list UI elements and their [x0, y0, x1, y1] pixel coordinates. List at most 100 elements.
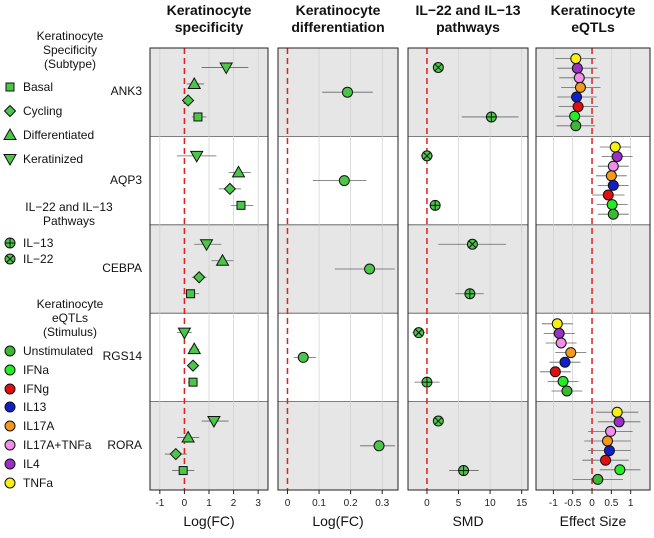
point-ank3-ifna: [569, 110, 581, 122]
x-axis-label: Log(FC): [312, 513, 363, 529]
point-rgs14-il13: [559, 356, 571, 368]
legend-marker-shape-glyph: [6, 255, 14, 263]
point-rora-ifng: [600, 454, 612, 466]
gene-label-rgs14: RGS14: [102, 349, 142, 364]
point-rgs14-unstimulated: [561, 385, 573, 397]
legend-marker-icon: [4, 383, 16, 395]
point-ank3-cycling: [181, 94, 195, 107]
x-tick-label: 3: [255, 498, 261, 509]
point-aqp3-tnfa: [609, 141, 621, 153]
legend-marker-icon: [5, 82, 15, 92]
point-aqp3-unstimulated: [338, 175, 350, 187]
point-rora-unstimulated: [373, 440, 385, 452]
legend-marker-icon: [4, 401, 16, 413]
point-rgs14-ifna: [557, 375, 569, 387]
gene-label-rora: RORA: [107, 437, 142, 452]
point-aqp3-keratinized: [189, 150, 204, 163]
point-rora-il17a: [601, 435, 613, 447]
point-cebpa-keratinized: [199, 239, 214, 252]
legend-marker-shape: [4, 345, 16, 357]
legend-item-il4: IL4: [3, 457, 40, 471]
x-axis-label: Effect Size: [560, 513, 627, 529]
legend-pathways-title: IL−22 and IL−13 Pathways: [25, 200, 113, 228]
legend-marker-icon: [3, 128, 17, 140]
legend-item-il-13: IL−13: [3, 236, 53, 250]
x-tick-label: 0: [285, 498, 291, 509]
x-tick-label: 2: [231, 498, 237, 509]
panel-title: Keratinocyte: [551, 2, 636, 18]
x-tick-label: -0.5: [564, 498, 582, 509]
point-ank3-il4: [571, 62, 583, 74]
x-tick-label: -1: [155, 498, 164, 509]
point-ank3-basal: [193, 112, 203, 122]
legend-item-label: Keratinized: [23, 152, 84, 166]
legend-item-il17a: IL17A: [3, 419, 54, 433]
x-tick-label: 0: [182, 498, 188, 509]
legend-marker-icon: [3, 154, 17, 166]
legend-marker-icon: [4, 439, 16, 451]
point-cebpa-differentiated: [215, 253, 230, 266]
legend-item-label: IL13: [23, 400, 47, 415]
legend-marker-icon: [3, 104, 17, 118]
point-ank3-differentiated: [187, 76, 202, 89]
point-aqp3-differentiated: [231, 165, 246, 178]
panel-title: IL−22 and IL−13: [415, 2, 520, 18]
legend-marker-shape: [4, 477, 16, 489]
panel-title: eQTLs: [571, 19, 615, 35]
point-rgs14-basal: [188, 377, 198, 387]
point-aqp3-il4: [611, 151, 623, 163]
legend-item-label: Cycling: [23, 104, 63, 118]
legend-item-label: IFNg: [23, 381, 50, 396]
legend-item-label: IL−13: [23, 236, 54, 250]
legend-marker-shape: [5, 82, 15, 92]
legend-marker-icon: [4, 458, 16, 470]
point-ank3-unstimulated: [570, 120, 582, 132]
legend-item-label: IL−22: [23, 252, 54, 266]
panel-frame: [535, 47, 651, 491]
legend-item-label: TNFa: [23, 475, 53, 490]
x-tick-label: 0.1: [312, 498, 326, 509]
point-rora-il-22-glyph: [434, 417, 443, 425]
shaded-band: [408, 224, 528, 314]
x-tick-label: 0.2: [344, 498, 358, 509]
point-aqp3-basal: [236, 200, 246, 210]
point-rora-il17a-tnfa: [605, 425, 617, 437]
point-rora-cycling: [169, 447, 183, 461]
legend-item-il13: IL13: [3, 400, 46, 414]
legend-item-label: IL4: [23, 456, 40, 471]
point-rgs14-cycling: [186, 359, 200, 372]
x-tick-label: 0.5: [604, 498, 618, 509]
legend-item-ifna: IFNa: [3, 363, 49, 377]
point-rgs14-keratinized: [177, 327, 192, 340]
panel-title: Keratinocyte: [167, 2, 252, 18]
x-tick-label: 10: [485, 498, 497, 509]
panel-frame: [277, 47, 399, 491]
x-axis-label: Log(FC): [183, 513, 234, 529]
gene-label-aqp3: AQP3: [109, 172, 142, 187]
legend-marker-icon: [4, 345, 16, 357]
point-rora-keratinized: [207, 416, 221, 429]
legend-marker-shape: [4, 401, 16, 413]
point-aqp3-il17a: [605, 170, 617, 182]
legend-marker-shape: [4, 439, 16, 451]
legend-item-il17a-tnfa: IL17A+TNFa: [3, 438, 91, 452]
point-ank3-il13: [571, 91, 583, 103]
x-tick-label: -1: [549, 498, 558, 509]
x-tick-label: 5: [456, 498, 462, 509]
point-cebpa-cycling: [192, 271, 206, 284]
legend-marker-shape: [4, 420, 16, 432]
point-cebpa-basal: [186, 289, 196, 299]
legend-marker-icon: [4, 253, 16, 265]
point-rgs14-differentiated: [187, 342, 202, 355]
point-rgs14-tnfa: [551, 318, 563, 330]
x-tick-label: 0: [589, 498, 595, 509]
panel-title: specificity: [175, 19, 244, 35]
point-ank3-tnfa: [570, 53, 582, 65]
legend-marker-shape: [3, 154, 17, 166]
point-rora-il13: [603, 445, 615, 457]
x-tick-label: 1: [628, 498, 634, 509]
legend-item-differentiated: Differentiated: [3, 128, 94, 142]
